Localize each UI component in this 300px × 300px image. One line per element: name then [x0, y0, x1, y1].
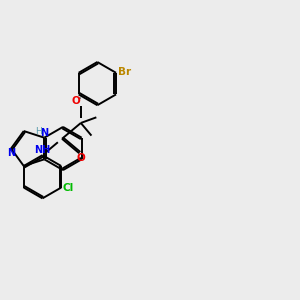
Text: N: N	[40, 128, 49, 139]
Text: N: N	[8, 148, 16, 158]
Text: NH: NH	[34, 145, 50, 155]
Text: H: H	[35, 127, 42, 136]
Text: O: O	[71, 96, 80, 106]
Text: Br: Br	[118, 67, 131, 76]
Text: Cl: Cl	[62, 183, 74, 193]
Text: O: O	[76, 153, 85, 163]
